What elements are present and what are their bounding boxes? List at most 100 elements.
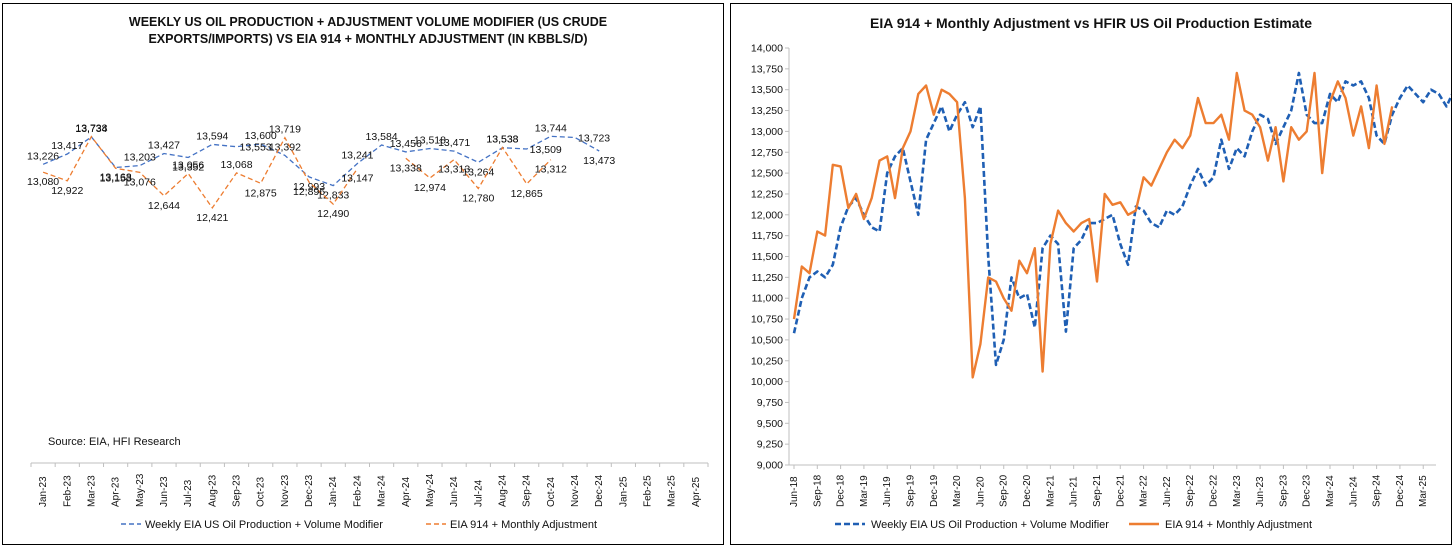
x-tick-label: Jul-23 bbox=[183, 479, 194, 507]
data-label: 13,744 bbox=[535, 122, 567, 134]
y-tick-label: 9,750 bbox=[757, 397, 783, 409]
y-tick-label: 12,000 bbox=[751, 209, 783, 221]
x-tick-label: Aug-24 bbox=[497, 474, 508, 507]
y-tick-label: 13,000 bbox=[751, 126, 783, 138]
x-tick-label: Mar-20 bbox=[952, 475, 963, 507]
y-tick-label: 9,500 bbox=[757, 418, 783, 430]
x-tick-label: Dec-18 bbox=[836, 474, 847, 507]
x-tick-label: Mar-23 bbox=[1232, 475, 1243, 507]
y-tick-label: 13,750 bbox=[751, 63, 783, 75]
series-line-2 bbox=[42, 135, 552, 210]
y-tick-label: 11,000 bbox=[752, 293, 783, 305]
x-tick-label: Dec-20 bbox=[1022, 474, 1033, 507]
chart-panel-left: WEEKLY US OIL PRODUCTION + ADJUSTMENT VO… bbox=[2, 3, 724, 545]
x-tick-label: Mar-21 bbox=[1045, 475, 1056, 507]
data-label: 13,313 bbox=[438, 164, 470, 176]
x-tick-label: Apr-23 bbox=[111, 477, 122, 507]
x-tick-label: Sep-24 bbox=[522, 474, 533, 507]
data-label: 12,865 bbox=[511, 188, 543, 200]
data-label: 13,068 bbox=[220, 159, 252, 171]
data-label: 13,538 bbox=[486, 133, 518, 145]
x-tick-label: Jun-22 bbox=[1162, 476, 1173, 507]
x-tick-label: Jan-25 bbox=[618, 476, 629, 507]
data-label: 13,168 bbox=[100, 171, 132, 183]
chart-panel-right: EIA 914 + Monthly Adjustment vs HFIR US … bbox=[730, 3, 1452, 545]
data-label: 13,312 bbox=[535, 164, 567, 176]
data-label: 13,417 bbox=[51, 140, 83, 152]
legend-label-1: Weekly EIA US Oil Production + Volume Mo… bbox=[145, 519, 383, 531]
x-tick-label: Feb-25 bbox=[643, 475, 654, 507]
y-tick-label: 11,500 bbox=[752, 251, 783, 263]
x-tick-label: Jun-24 bbox=[1348, 476, 1359, 507]
y-tick-label: 10,000 bbox=[751, 376, 783, 388]
x-tick-label: Jun-19 bbox=[882, 476, 893, 507]
x-tick-label: Aug-23 bbox=[207, 474, 218, 507]
x-tick-label: Mar-19 bbox=[859, 475, 870, 507]
x-tick-label: Sep-24 bbox=[1372, 474, 1383, 507]
data-label: 12,490 bbox=[317, 208, 349, 220]
y-tick-label: 11,250 bbox=[752, 272, 783, 284]
data-label: 12,421 bbox=[196, 212, 228, 224]
x-tick-label: May-23 bbox=[135, 473, 146, 507]
data-label: 13,427 bbox=[148, 139, 180, 151]
x-tick-label: Jun-23 bbox=[159, 476, 170, 507]
data-label: 13,723 bbox=[578, 132, 610, 144]
x-tick-label: Jun-20 bbox=[975, 476, 986, 507]
y-tick-label: 10,250 bbox=[751, 355, 783, 367]
x-tick-label: Mar-25 bbox=[667, 475, 678, 507]
x-tick-label: Dec-23 bbox=[304, 474, 315, 507]
x-tick-label: Mar-22 bbox=[1139, 475, 1150, 507]
y-tick-label: 12,750 bbox=[751, 147, 783, 159]
x-tick-label: Sep-23 bbox=[232, 474, 243, 507]
data-label: 12,993 bbox=[293, 181, 325, 193]
x-tick-label: Dec-19 bbox=[929, 474, 940, 507]
x-tick-label: Sep-20 bbox=[999, 474, 1010, 507]
data-label: 13,584 bbox=[366, 131, 398, 143]
y-tick-label: 11,750 bbox=[752, 230, 783, 242]
data-label: 13,203 bbox=[124, 152, 156, 164]
x-tick-label: Sep-21 bbox=[1092, 474, 1103, 507]
data-label: 13,392 bbox=[269, 141, 301, 153]
chart-title-line: EXPORTS/IMPORTS) VS EIA 914 + MONTHLY AD… bbox=[148, 32, 587, 46]
x-tick-label: Nov-24 bbox=[570, 474, 581, 507]
data-label: 12,644 bbox=[148, 200, 180, 212]
chart-title: EIA 914 + Monthly Adjustment vs HFIR US … bbox=[870, 15, 1312, 31]
x-tick-label: Oct-24 bbox=[546, 477, 557, 507]
data-label: 13,553 bbox=[240, 142, 272, 154]
data-label: 13,352 bbox=[172, 162, 204, 174]
data-label: 13,080 bbox=[27, 176, 59, 188]
x-tick-label: Dec-24 bbox=[594, 474, 605, 507]
x-tick-label: Dec-21 bbox=[1115, 474, 1126, 507]
y-tick-label: 10,500 bbox=[751, 334, 783, 346]
chart-title-line: WEEKLY US OIL PRODUCTION + ADJUSTMENT VO… bbox=[129, 15, 607, 29]
x-tick-label: Jan-23 bbox=[38, 476, 49, 507]
chart-left-svg: WEEKLY US OIL PRODUCTION + ADJUSTMENT VO… bbox=[27, 15, 709, 531]
x-tick-label: Dec-22 bbox=[1208, 474, 1219, 507]
x-tick-label: Jul-24 bbox=[473, 479, 484, 507]
data-label: 13,338 bbox=[390, 162, 422, 174]
data-label: 13,600 bbox=[245, 130, 277, 142]
data-label: 13,147 bbox=[341, 173, 373, 185]
data-label: 13,518 bbox=[414, 135, 446, 147]
x-tick-label: Sep-18 bbox=[812, 474, 823, 507]
x-tick-label: Sep-23 bbox=[1278, 474, 1289, 507]
data-label: 13,056 bbox=[172, 160, 204, 172]
x-tick-label: Dec-24 bbox=[1395, 474, 1406, 507]
x-tick-label: Sep-22 bbox=[1185, 474, 1196, 507]
legend-label-1: Weekly EIA US Oil Production + Volume Mo… bbox=[871, 519, 1109, 531]
data-label: 13,226 bbox=[27, 150, 59, 162]
y-tick-label: 10,750 bbox=[751, 314, 783, 326]
x-tick-label: Jun-23 bbox=[1255, 476, 1266, 507]
x-tick-label: Oct-23 bbox=[256, 477, 267, 507]
data-label: 13,509 bbox=[530, 144, 562, 156]
x-tick-label: Dec-23 bbox=[1302, 474, 1313, 507]
y-tick-label: 9,250 bbox=[757, 439, 783, 451]
data-label: 12,780 bbox=[462, 192, 494, 204]
y-tick-label: 9,000 bbox=[757, 460, 783, 472]
x-tick-label: Jun-21 bbox=[1069, 476, 1080, 507]
data-label: 13,738 bbox=[75, 123, 107, 135]
x-tick-label: Apr-24 bbox=[401, 477, 412, 507]
data-label: 13,471 bbox=[438, 137, 470, 149]
chart-right-svg: EIA 914 + Monthly Adjustment vs HFIR US … bbox=[751, 15, 1451, 531]
x-tick-label: Mar-25 bbox=[1418, 475, 1429, 507]
